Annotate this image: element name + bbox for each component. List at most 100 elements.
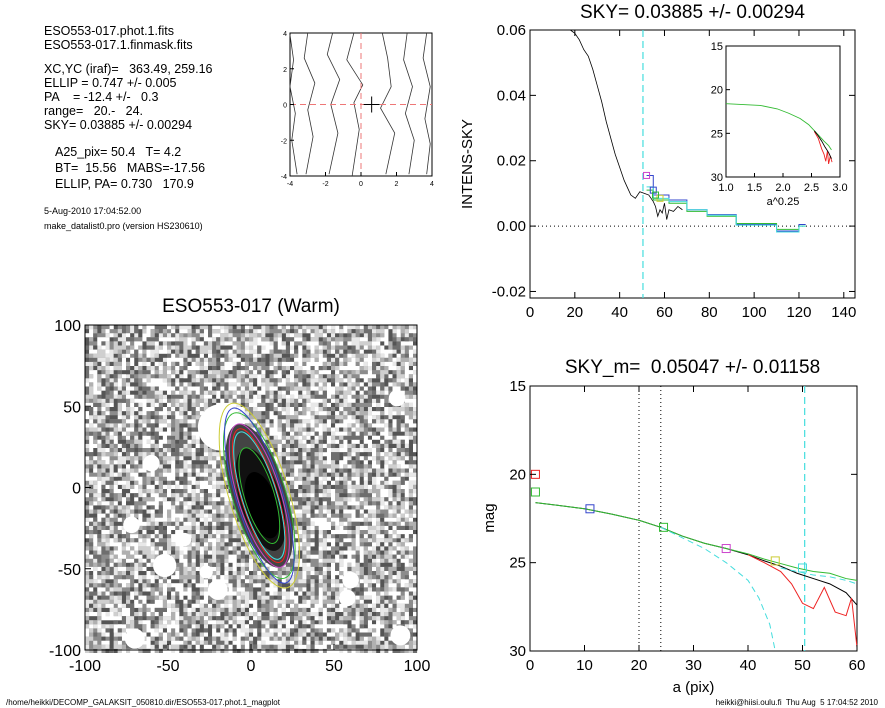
- mag-xlabel: a (pix): [673, 679, 715, 696]
- contour-xtick-label: 2: [395, 181, 399, 188]
- mag-marker: [659, 522, 669, 532]
- contour-xtick-label: 4: [430, 181, 434, 188]
- masked-star: [153, 553, 177, 578]
- sky-ytick-label: 0.06: [497, 22, 526, 39]
- a25-line: A25_pix= 50.4 T= 4.2: [55, 145, 182, 159]
- masked-star: [207, 579, 228, 600]
- inset-xtick-label: 2.0: [775, 182, 790, 194]
- mag-profile-title: SKY_m= 0.05047 +/- 0.01158: [564, 357, 821, 378]
- sky-marker: [652, 191, 660, 199]
- mag-marker: [530, 487, 540, 497]
- isophote-contour: [346, 32, 364, 177]
- isophote-ellipse: [222, 412, 296, 580]
- isophote-contour: [403, 32, 415, 175]
- mag-ytick-label: 15: [509, 378, 526, 395]
- masked-star: [338, 589, 356, 607]
- galaxy-image-title: ESO553-017 (Warm): [162, 296, 340, 317]
- sky-xtick-label: 140: [831, 304, 856, 321]
- contour-ytick-label: 4: [283, 31, 287, 38]
- mag-xtick-label: 40: [740, 657, 757, 674]
- sky-xtick-label: 60: [656, 304, 673, 321]
- sky-ylabel: INTENS-SKY: [459, 119, 476, 209]
- masked-star: [124, 628, 145, 649]
- ellipticity: ELLIP = 0.747 +/- 0.005: [44, 76, 177, 90]
- image-ytick-label: 50: [63, 399, 81, 416]
- mag-ytick-label: 30: [509, 643, 526, 660]
- mag-marker: [585, 504, 595, 514]
- inset-profile-curve: [725, 103, 832, 151]
- contour-xtick-label: -2: [322, 181, 328, 188]
- ellip-pa-line: ELLIP, PA= 0.730 170.9: [55, 177, 194, 191]
- masked-star: [342, 571, 359, 589]
- image-xtick-label: 50: [325, 658, 343, 675]
- sky-marker: [643, 171, 651, 179]
- mag-profile-frame: [529, 385, 858, 652]
- center-coords: XC,YC (iraf)= 363.49, 259.16: [44, 62, 213, 76]
- image-ytick-label: -50: [58, 562, 81, 579]
- footer-path: /home/heikki/DECOMP_GALAKSIT_050810.dir/…: [6, 698, 280, 707]
- isophote-ellipse: [238, 447, 281, 544]
- mag-xtick-label: 20: [631, 657, 648, 674]
- sky-profile-title: SKY= 0.03885 +/- 0.00294: [579, 2, 805, 23]
- contour-ytick-label: -2: [281, 138, 287, 145]
- mag-xtick-label: 30: [685, 657, 702, 674]
- inset-ytick-label: 20: [711, 85, 723, 97]
- bt-line: BT= 15.56 MABS=-17.56: [55, 161, 206, 175]
- inset-xtick-label: 1.5: [747, 182, 762, 194]
- sky-xtick-label: 0: [526, 304, 534, 321]
- sky-profile-frame: [529, 29, 856, 299]
- image-ytick-label: -100: [49, 643, 81, 660]
- image-xtick-label: 0: [247, 658, 256, 675]
- sky-step-profile: [646, 186, 806, 233]
- masked-star: [177, 532, 192, 547]
- image-xtick-label: 100: [404, 658, 431, 675]
- fits-filename: ESO553-017.phot.1.fits: [44, 24, 174, 38]
- image-xtick-label: -50: [156, 658, 179, 675]
- mask-filename: ESO553-017.1.finmask.fits: [44, 38, 193, 52]
- masked-star: [143, 454, 160, 472]
- inset-xlabel: a^0.25: [767, 196, 800, 208]
- mag-profile-curve: [535, 502, 858, 606]
- sky-marker: [649, 186, 657, 194]
- isophote-contour: [380, 32, 396, 175]
- inset-profile-curve: [813, 131, 833, 164]
- inset-ytick-label: 30: [711, 172, 723, 184]
- isophote-contour: [289, 34, 298, 175]
- image-ytick-label: 0: [72, 481, 81, 498]
- contour-ytick-label: -4: [281, 174, 287, 181]
- mag-xtick-label: 0: [526, 657, 534, 674]
- inset-xtick-label: 2.5: [804, 182, 819, 194]
- noise-pixels: [85, 325, 418, 653]
- contour-xtick-label: 0: [359, 181, 363, 188]
- isophote-ellipse: [224, 407, 295, 584]
- mag-ytick-label: 20: [509, 466, 526, 483]
- mag-xtick-label: 50: [794, 657, 811, 674]
- galaxy-body: [218, 402, 300, 589]
- mag-xtick-label: 10: [576, 657, 593, 674]
- inset-profile-curve: [813, 130, 832, 159]
- sky-ytick-label: -0.02: [492, 283, 526, 300]
- image-ytick-label: 100: [54, 318, 81, 335]
- isophote-contour: [326, 32, 341, 175]
- sky-xtick-label: 80: [701, 304, 718, 321]
- sky-value: SKY= 0.03885 +/- 0.00294: [44, 118, 193, 132]
- sky-xtick-label: 40: [611, 304, 628, 321]
- sky-ytick-label: 0.02: [497, 153, 526, 170]
- isophote-contour: [303, 32, 316, 175]
- masked-star: [199, 565, 213, 579]
- isophote-contour: [422, 32, 431, 175]
- image-xtick-label: -100: [69, 658, 101, 675]
- mag-ylabel: mag: [481, 503, 498, 532]
- masked-star: [388, 389, 406, 407]
- mag-ytick-label: 25: [509, 555, 526, 572]
- mag-profile-curve: [535, 502, 858, 581]
- inset-xtick-label: 3.0: [832, 182, 847, 194]
- inset-xtick-label: 1.0: [718, 182, 733, 194]
- position-angle: PA = -12.4 +/- 0.3: [44, 90, 159, 104]
- mag-marker: [798, 563, 807, 573]
- sky-xtick-label: 100: [742, 304, 767, 321]
- mag-xtick-label: 60: [849, 657, 866, 674]
- noise-pixels: [85, 325, 418, 653]
- mag-marker: [721, 544, 731, 554]
